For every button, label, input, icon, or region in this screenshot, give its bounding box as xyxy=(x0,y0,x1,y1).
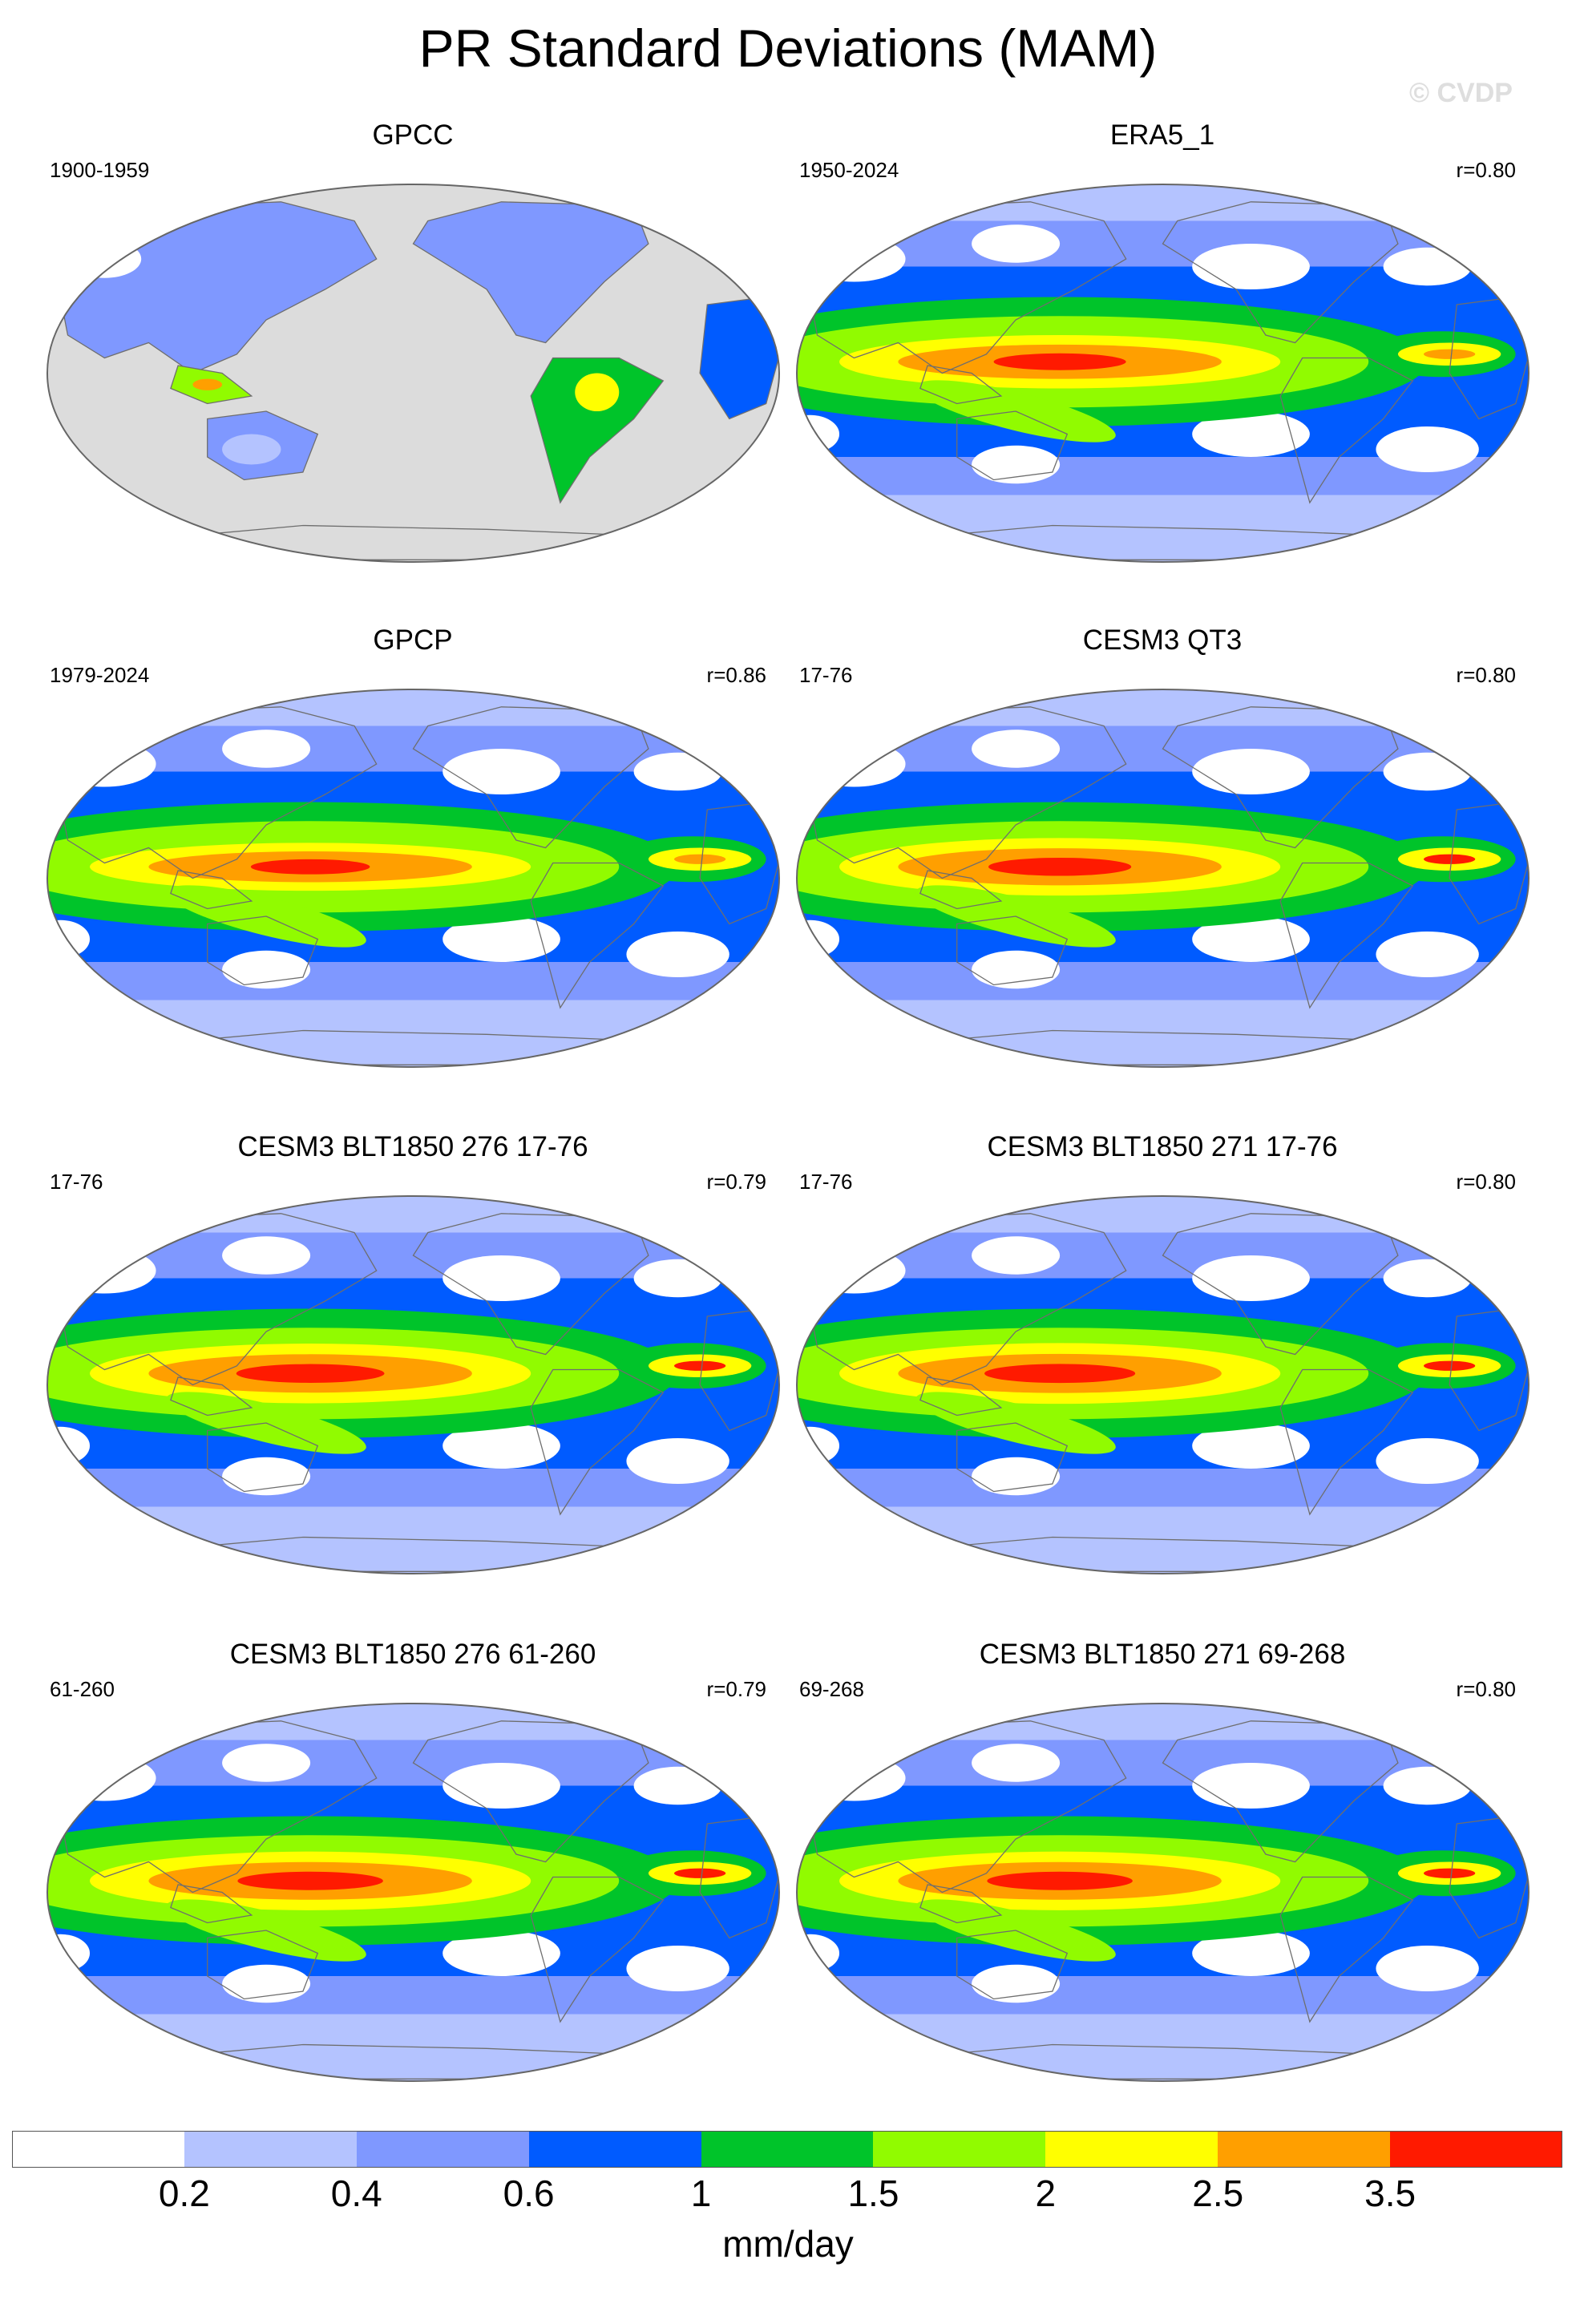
panel-2-period: 1950-2024 xyxy=(799,158,899,182)
colorbar-segment xyxy=(528,2131,702,2168)
panel-2-title: ERA5_1 xyxy=(1109,119,1215,151)
panel-5-period: 17-76 xyxy=(50,1170,103,1194)
panel-4-map xyxy=(796,689,1530,1068)
colorbar-tick-label: 0.6 xyxy=(503,2172,555,2214)
figure-title: PR Standard Deviations (MAM) xyxy=(418,18,1158,78)
colorbar-tick-label: 2 xyxy=(1035,2172,1057,2214)
colorbar-segment xyxy=(873,2131,1046,2168)
panel-2-correlation: r=0.80 xyxy=(1456,158,1516,182)
panel-8-title: CESM3 BLT1850 271 69-268 xyxy=(979,1639,1346,1670)
colorbar-segment xyxy=(1218,2131,1391,2168)
colorbar-segment xyxy=(1045,2131,1218,2168)
panel-7-period: 61-260 xyxy=(50,1677,115,1701)
colorbar-segment xyxy=(701,2131,874,2168)
panel-4-title: CESM3 QT3 xyxy=(1082,624,1243,656)
panel-1-map xyxy=(46,184,780,563)
colorbar-segment xyxy=(12,2131,185,2168)
panel-8-correlation: r=0.80 xyxy=(1456,1677,1516,1701)
panel-7-title: CESM3 BLT1850 276 61-260 xyxy=(229,1639,596,1670)
colorbar-tick-label: 1 xyxy=(690,2172,712,2214)
colorbar-segment xyxy=(1390,2131,1563,2168)
colorbar-units: mm/day xyxy=(722,2223,854,2265)
panel-6-map xyxy=(796,1195,1530,1574)
panel-3-map xyxy=(46,689,780,1068)
panel-3-correlation: r=0.86 xyxy=(706,663,766,687)
panel-5-correlation: r=0.79 xyxy=(706,1170,766,1194)
panel-6-correlation: r=0.80 xyxy=(1456,1170,1516,1194)
cvdp-watermark: © CVDP xyxy=(1409,78,1513,108)
colorbar-tick-label: 0.4 xyxy=(330,2172,382,2214)
panel-4-correlation: r=0.80 xyxy=(1456,663,1516,687)
colorbar-tick-label: 1.5 xyxy=(847,2172,899,2214)
panel-3-period: 1979-2024 xyxy=(50,663,150,687)
panel-5-title: CESM3 BLT1850 276 17-76 xyxy=(237,1131,588,1162)
panel-8-period: 69-268 xyxy=(799,1677,864,1701)
colorbar-segment xyxy=(356,2131,530,2168)
panel-5-map xyxy=(46,1195,780,1574)
panel-8-map xyxy=(796,1703,1530,2082)
panel-1-title: GPCC xyxy=(372,119,454,151)
panel-6-period: 17-76 xyxy=(799,1170,853,1194)
panel-7-correlation: r=0.79 xyxy=(706,1677,766,1701)
colorbar-tick-label: 0.2 xyxy=(158,2172,210,2214)
panel-4-period: 17-76 xyxy=(799,663,853,687)
panel-2-map xyxy=(796,184,1530,563)
panel-7-map xyxy=(46,1703,780,2082)
colorbar-segment xyxy=(184,2131,358,2168)
colorbar-tick-label: 3.5 xyxy=(1364,2172,1416,2214)
colorbar-tick-label: 2.5 xyxy=(1192,2172,1244,2214)
panel-3-title: GPCP xyxy=(373,624,453,656)
panel-1-period: 1900-1959 xyxy=(50,158,150,182)
panel-6-title: CESM3 BLT1850 271 17-76 xyxy=(987,1131,1338,1162)
